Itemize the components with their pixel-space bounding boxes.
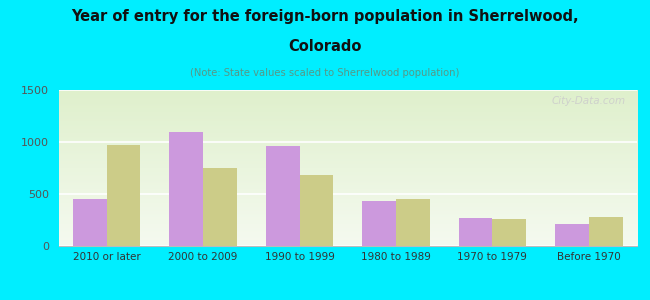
Bar (362, 201, 396, 246)
Legend: Sherrelwood, Colorado: Sherrelwood, Colorado (241, 296, 454, 300)
Bar (266, 146, 300, 246)
Bar (300, 175, 333, 246)
Text: (Note: State values scaled to Sherrelwood population): (Note: State values scaled to Sherrelwoo… (190, 68, 460, 77)
Bar (73, 199, 107, 246)
Text: City-Data.com: City-Data.com (551, 96, 625, 106)
Bar (107, 145, 140, 246)
Bar (396, 199, 430, 246)
Bar (203, 168, 237, 246)
Bar (555, 224, 589, 246)
Text: Colorado: Colorado (289, 39, 361, 54)
Bar (170, 132, 203, 246)
Bar (493, 220, 526, 246)
Bar (459, 218, 493, 246)
Bar (589, 218, 623, 246)
Text: Year of entry for the foreign-born population in Sherrelwood,: Year of entry for the foreign-born popul… (72, 9, 578, 24)
